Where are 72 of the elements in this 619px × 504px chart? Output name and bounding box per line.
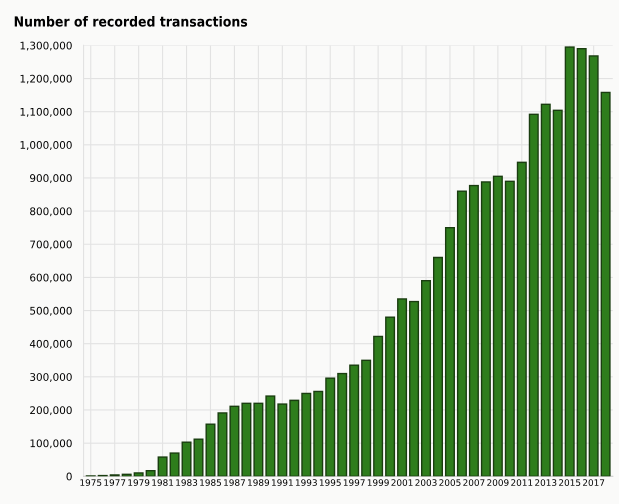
x-tick-label: 2011: [511, 479, 532, 486]
bar: [528, 114, 539, 476]
bar: [349, 364, 360, 476]
bar: [397, 298, 408, 476]
y-tick-label: 400,000: [30, 340, 72, 349]
x-tick-label: 1981: [152, 479, 174, 486]
bar: [456, 190, 467, 476]
bar: [146, 470, 156, 476]
x-tick-label: 2003: [415, 479, 437, 486]
y-tick-label: 0: [66, 472, 72, 480]
x-tick-label: 1999: [368, 479, 389, 486]
x-tick-label: 1985: [200, 479, 222, 486]
x-tick-label: 2005: [439, 479, 460, 486]
bar: [241, 402, 252, 476]
bar: [385, 316, 396, 476]
x-tick-label: 1979: [128, 479, 150, 486]
bar: [373, 336, 384, 476]
bar: [253, 402, 264, 476]
bar: [588, 55, 599, 476]
bar: [409, 300, 420, 476]
y-tick-label: 300,000: [30, 373, 72, 382]
bar: [182, 441, 192, 476]
y-tick-label: 500,000: [30, 306, 72, 316]
x-tick-label: 1995: [320, 479, 341, 486]
y-tick-label: 1,100,000: [20, 108, 72, 117]
bar: [432, 256, 443, 476]
x-tick-label: 2009: [487, 479, 509, 486]
bar: [516, 162, 527, 476]
x-tick-label: 1987: [224, 479, 245, 486]
x-tick-label: 2015: [559, 479, 580, 486]
bar: [289, 400, 300, 476]
x-tick-label: 2017: [582, 479, 604, 486]
bar: [468, 184, 479, 476]
y-tick-label: 1,300,000: [20, 42, 72, 51]
y-tick-label: 1,200,000: [20, 74, 72, 84]
bar: [229, 406, 240, 476]
bar: [265, 395, 276, 476]
bar: [361, 360, 372, 476]
chart-title: Number of recorded transactions: [14, 16, 248, 27]
y-tick-label: 1,000,000: [20, 141, 72, 150]
bar: [564, 46, 575, 476]
bar: [158, 456, 168, 476]
x-tick-label: 1997: [344, 479, 365, 486]
x-tick-label: 1983: [176, 479, 198, 486]
y-tick-label: 700,000: [30, 240, 72, 250]
bar: [492, 176, 503, 476]
x-tick-label: 1991: [272, 479, 293, 486]
bar: [480, 181, 491, 476]
x-tick-label: 2001: [391, 479, 413, 486]
bar: [600, 92, 611, 476]
bar: [337, 372, 348, 476]
y-tick-label: 600,000: [30, 274, 72, 283]
y-tick-label: 100,000: [30, 439, 72, 448]
y-tick-label: 800,000: [30, 207, 72, 216]
bar: [205, 424, 216, 476]
y-tick-label: 200,000: [30, 406, 72, 416]
bar: [421, 280, 432, 476]
x-tick-label: 1975: [80, 479, 102, 486]
bar: [444, 226, 455, 476]
x-tick-label: 1993: [296, 479, 317, 486]
bar: [576, 48, 587, 476]
x-tick-label: 1989: [248, 479, 270, 486]
bar: [277, 403, 288, 476]
bar: [194, 438, 204, 476]
bar: [170, 452, 180, 476]
y-tick-label: 900,000: [30, 174, 72, 184]
bar: [134, 472, 144, 476]
bar: [217, 412, 228, 476]
bar: [504, 180, 515, 476]
x-tick-label: 2007: [463, 479, 484, 486]
x-tick-label: 1977: [104, 479, 126, 486]
x-tick-label: 2013: [535, 479, 556, 486]
